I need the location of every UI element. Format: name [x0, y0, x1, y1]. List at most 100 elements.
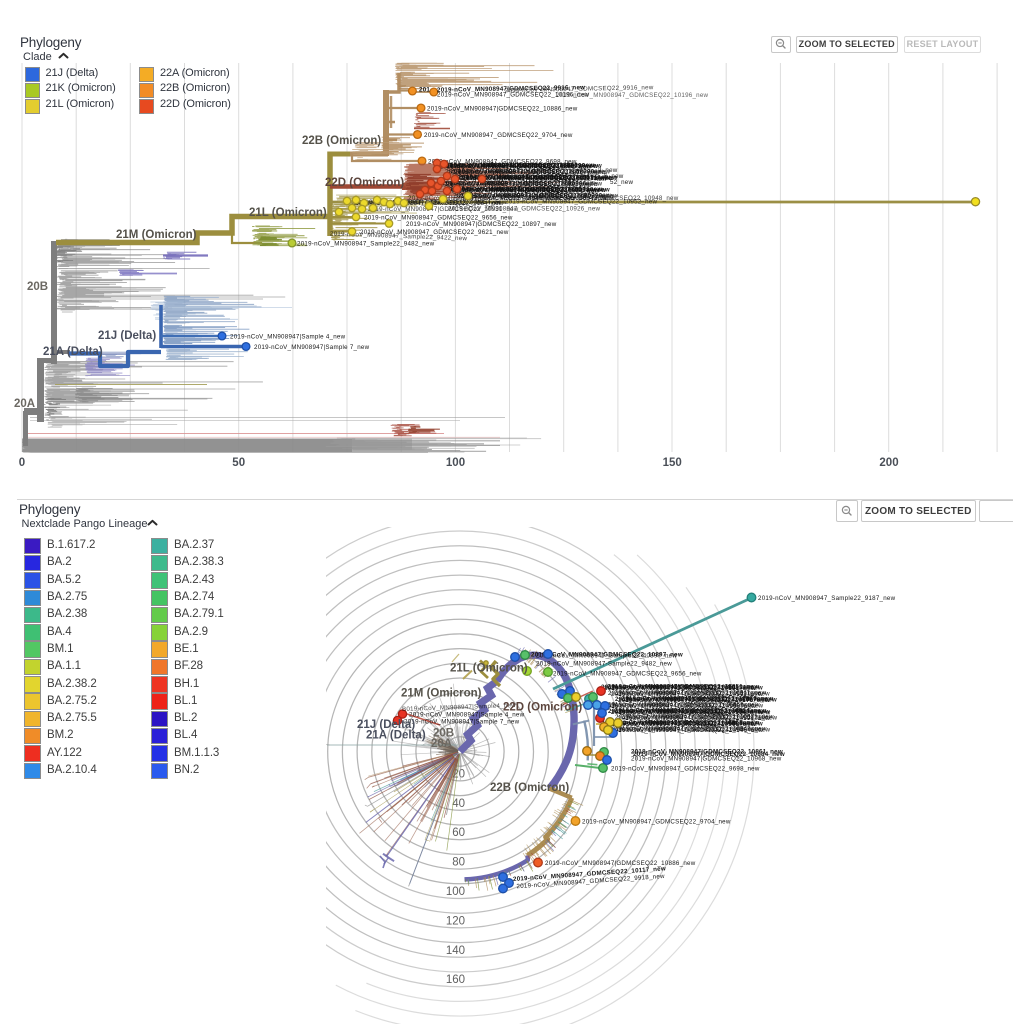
svg-text:200: 200: [879, 457, 898, 469]
svg-text:100: 100: [446, 886, 465, 898]
svg-text:2019-nCoV_MN908947_GDMCSEQ22_1: 2019-nCoV_MN908947_GDMCSEQ22_10952_new: [462, 193, 615, 200]
svg-text:21A (Delta): 21A (Delta): [366, 730, 426, 742]
svg-text:2019-nCoV_MN908947_GDMCSEQ22_9: 2019-nCoV_MN908947_GDMCSEQ22_9698_new: [428, 158, 577, 165]
svg-text:2019-nCoV_MN908947|GDMCSEQ22_1: 2019-nCoV_MN908947|GDMCSEQ22_10893_new: [450, 162, 602, 169]
svg-text:140: 140: [446, 945, 465, 957]
svg-text:2019-nCoV_MN908947_GDMCSEQ22_9: 2019-nCoV_MN908947_GDMCSEQ22_9916_new: [505, 84, 654, 94]
svg-text:B019-nCoV_MN908947|Sample4_new: B019-nCoV_MN908947|Sample4_new: [402, 702, 516, 713]
svg-text:21A (Delta): 21A (Delta): [43, 346, 103, 358]
svg-text:2019-nCoV_MN908947_GDMCSEQ22_1: 2019-nCoV_MN908947_GDMCSEQ22_10196_new: [556, 92, 709, 99]
svg-text:2019-nCoV_MN908947_GDMCSEQ22_1: 2019-nCoV_MN908947_GDMCSEQ22_10956_new: [601, 702, 754, 709]
svg-text:2019-nCoV_MN908947_GDMCSEQ22_1: 2019-nCoV_MN908947_GDMCSEQ22_10946_new: [608, 726, 761, 733]
svg-text:2019-nCoV_MN908947_Sample22_91: 2019-nCoV_MN908947_Sample22_9187_new: [758, 595, 896, 602]
svg-text:22D (Omicron): 22D (Omicron): [503, 702, 582, 714]
svg-text:2019-nCoV_MN908947|GDMCSEQ22_1: 2019-nCoV_MN908947|GDMCSEQ22_10870_new: [622, 695, 774, 702]
svg-text:2019-nCoV_MN908947|GDMCSEQ22_1: 2019-nCoV_MN908947|GDMCSEQ22_10968_new: [611, 720, 763, 727]
svg-text:2019-nCoV_MN908947|GDMCSEQ22_1: 2019-nCoV_MN908947|GDMCSEQ22_10931_new: [368, 206, 519, 213]
svg-text:2_new: 2_new: [598, 167, 618, 174]
svg-text:100: 100: [446, 457, 465, 469]
svg-text:2019-nCoV_MN908947_GDMCSEQ22_1: 2019-nCoV_MN908947_GDMCSEQ22_10870_new: [451, 168, 604, 175]
svg-text:2019-nCoV_MN908947|Sample 4_ne: 2019-nCoV_MN908947|Sample 4_new: [409, 711, 525, 718]
svg-text:2019-nCoV_MN908947_GDMCSEQ22_1: 2019-nCoV_MN908947_GDMCSEQ22_10870_new: [458, 168, 611, 175]
svg-text:40: 40: [452, 798, 465, 810]
svg-text:2019-nCoV_MN908947_GDMCSEQ22_1: 2019-nCoV_MN908947_GDMCSEQ22_10921_new: [625, 714, 778, 721]
svg-text:2019-nCoV_MN908947_GDMCSEQ22_1: 2019-nCoV_MN908947_GDMCSEQ22_10956_new: [446, 181, 599, 188]
svg-text:2019-nCoV_MN908947|GDMCSEQ22_1: 2019-nCoV_MN908947|GDMCSEQ22_10897_new: [531, 651, 683, 658]
svg-text:2019-nCoV_MN908947|GDMCSEQ22_1: 2019-nCoV_MN908947|GDMCSEQ22_10911_new: [462, 175, 614, 182]
svg-text:2019-nCoV_MN908947_GDMCSEQ22_1: 2019-nCoV_MN908947_GDMCSEQ22_10911_new: [618, 690, 770, 697]
svg-text:2019-nCoV_MN908947|GDMCSEQ22_1: 2019-nCoV_MN908947|GDMCSEQ22_10948_new: [528, 195, 679, 202]
svg-text:2019-nCoV_MN908947|GDMCSEQ22_1: 2019-nCoV_MN908947|GDMCSEQ22_10893_new: [446, 163, 598, 170]
svg-text:22B (Omicron): 22B (Omicron): [302, 135, 381, 147]
svg-text:2019-nCoV_MN908947_GDMCSEQ22_1: 2019-nCoV_MN908947_GDMCSEQ22_10956_new: [450, 180, 603, 187]
svg-text:2019-nCoV_MN908947|GDMCSEQ22_1: 2019-nCoV_MN908947|GDMCSEQ22_10948_new: [463, 195, 614, 202]
svg-text:2019-nCoV_MN908947|GDMCSEQ22_1: 2019-nCoV_MN908947|GDMCSEQ22_10934_new: [458, 186, 610, 193]
svg-text:2019-nCoV_MN908947|GDMCSEQ22_1: 2019-nCoV_MN908947|GDMCSEQ22_10893_new: [443, 162, 595, 169]
svg-text:2019-nCoV_MN908947_GDMCSEQ22_1: 2019-nCoV_MN908947_GDMCSEQ22_10952_new: [459, 192, 612, 199]
svg-text:2019-nCoV_MN908947|Sample 4_ne: 2019-nCoV_MN908947|Sample 4_new: [230, 333, 346, 340]
svg-text:2019-nCoV_MN908947_GDMCSEQ22_1: 2019-nCoV_MN908947_GDMCSEQ22_10911_new: [611, 691, 763, 698]
svg-text:2019-nCoV_MN908947|GDMCSEQ22_1: 2019-nCoV_MN908947|GDMCSEQ22_10948_new: [408, 195, 559, 202]
svg-text:2019-nCoV_MN908947_GDMCSEQ22_1: 2019-nCoV_MN908947_GDMCSEQ22_10921_new: [622, 713, 775, 720]
svg-text:2019-nCoV_MN908947_GDMCSEQ22_1: 2019-nCoV_MN908947_GDMCSEQ22_10952_new: [456, 193, 609, 200]
svg-text:2019-nCoV_MN908947_GDMCSEQ22_1: 2019-nCoV_MN908947_GDMCSEQ22_10870_new: [454, 169, 607, 176]
svg-text:2019-nCoV_MN908947_GDMCSEQ22_1: 2019-nCoV_MN908947_GDMCSEQ22_10956_new: [611, 702, 764, 709]
svg-text:2019-nCoV_MN908947_GDMCSEQ22_1: 2019-nCoV_MN908947_GDMCSEQ22_10196_new: [437, 92, 590, 99]
svg-text:2019-nCoV_MN908947|GDMCSEQ22_1: 2019-nCoV_MN908947|GDMCSEQ22_10851_new: [611, 684, 763, 691]
svg-text:2019-nCoV_MN908947|GDMCSEQ22_1: 2019-nCoV_MN908947|GDMCSEQ22_10886_new: [545, 860, 696, 867]
svg-text:2019-nCoV_MN908947_GDMCSEQ22_1: 2019-nCoV_MN908947_GDMCSEQ22_10946_new: [615, 725, 768, 732]
svg-text:2019-nCoV_MN908947_GDMCSEQ22_1: 2019-nCoV_MN908947_GDMCSEQ22_10870_new: [445, 169, 598, 176]
svg-text:2019-nCoV_MN908947_GDMCSEQ22_1: 2019-nCoV_MN908947_GDMCSEQ22_10952_new: [453, 193, 606, 200]
svg-text:2019-nCoV_MN908947_GDMCSEQ22_1: 2019-nCoV_MN908947_GDMCSEQ22_10921_new: [615, 714, 768, 721]
svg-text:2019-nCoV_MN908947|GDMCSEQ22_1: 2019-nCoV_MN908947|GDMCSEQ22_10870_new: [618, 697, 770, 704]
svg-text:2019-nCoV_MN908947|GDMCSEQ22_1: 2019-nCoV_MN908947|GDMCSEQ22_10851_new: [604, 685, 756, 692]
svg-text:2019-nCoV_MN908947_GDMCSEQ22_1: 2019-nCoV_MN908947_GDMCSEQ22_10926_new: [448, 206, 601, 213]
svg-text:20B: 20B: [433, 728, 454, 740]
svg-text:2019-nCoV_MN908947_GDMCSEQ22_9: 2019-nCoV_MN908947_GDMCSEQ22_9704_new: [424, 132, 573, 139]
svg-text:2019-nCoV_MN908947|GDMCSEQ22_1: 2019-nCoV_MN908947|GDMCSEQ22_10893_new: [440, 163, 592, 170]
svg-text:2019-nCoV_MN908947_GDMCSEQ22_1: 2019-nCoV_MN908947_GDMCSEQ22_10956_new: [443, 180, 596, 187]
svg-text:22D (Omicron): 22D (Omicron): [325, 177, 404, 189]
svg-text:2019-nCoV_MN908947|GDMCSEQ22_1: 2019-nCoV_MN908947|GDMCSEQ22_10911_new: [466, 174, 618, 181]
svg-text:2019-nCoV_MN908947_GDMCSEQ22_9: 2019-nCoV_MN908947_GDMCSEQ22_9698_new: [611, 765, 760, 772]
svg-text:2019-nCoV_MN908947|GDMCSEQ22_1: 2019-nCoV_MN908947|GDMCSEQ22_10911_new: [453, 175, 605, 182]
svg-text:2019-nCoV_MN908947|GDMCSEQ22_1: 2019-nCoV_MN908947|GDMCSEQ22_10934_new: [454, 187, 606, 194]
svg-text:2019-nCoV_MN908947_GDMCSEQ22_1: 2019-nCoV_MN908947_GDMCSEQ22_10946_new: [618, 726, 771, 733]
svg-text:2019-nCoV_MN908947-Sample22_94: 2019-nCoV_MN908947-Sample22_9482_new: [536, 661, 672, 668]
svg-text:2019-nCoV_MN908947|GDMCSEQ22_1: 2019-nCoV_MN908947|GDMCSEQ22_10870_new: [625, 696, 777, 703]
svg-text:2019-nCoV_MN908947_GDMCSEQ22_9: 2019-nCoV_MN908947_GDMCSEQ22_9704_new: [582, 818, 731, 825]
svg-text:6_new: 6_new: [604, 173, 624, 180]
svg-text:2019-nCoV_MN908947_GDMCSEQ22_1: 2019-nCoV_MN908947_GDMCSEQ22_10911_new: [615, 689, 767, 696]
svg-text:2019-nCoV_MN908947|GDMCSEQ22_1: 2019-nCoV_MN908947|GDMCSEQ22_10934_new: [448, 187, 600, 194]
svg-text:2019-nCoV_MN908947|GDMCSEQ22_1: 2019-nCoV_MN908947|GDMCSEQ22_10893_new: [437, 163, 589, 170]
svg-text:2019-nCoV_MN908947_GDMCSEQ22_9: 2019-nCoV_MN908947_GDMCSEQ22_9656_new: [364, 214, 513, 221]
svg-text:2019-nCoV_MN908947|GDMCSEQ22_1: 2019-nCoV_MN908947|GDMCSEQ22_10851_new: [601, 684, 753, 691]
svg-text:0: 0: [19, 457, 25, 469]
svg-text:2019-nCoV_MN908947|GDMCSEQ22_1: 2019-nCoV_MN908947|GDMCSEQ22_10911_new: [459, 174, 611, 181]
svg-text:2019-nCoV_MN908947_GDMCSEQ22_9: 2019-nCoV_MN908947_GDMCSEQ22_9656_new: [553, 671, 702, 678]
svg-text:160: 160: [446, 974, 465, 986]
svg-text:2019-nCoV_MN908947_GDMCSEQ22_1: 2019-nCoV_MN908947_GDMCSEQ22_10952_new: [466, 192, 619, 199]
svg-text:2019-nCoV_MN908947_GDMCSEQ22_1: 2019-nCoV_MN908947_GDMCSEQ22_10911_new: [608, 690, 760, 697]
svg-text:21J (Delta): 21J (Delta): [357, 719, 415, 731]
svg-text:2019-nCoV_MN908947|GDMCSEQ22_1: 2019-nCoV_MN908947|GDMCSEQ22_10968_new: [604, 721, 756, 728]
svg-text:120: 120: [446, 915, 465, 927]
svg-text:20A: 20A: [14, 398, 35, 410]
svg-text:60: 60: [452, 827, 465, 839]
svg-text:2019-nCoV_MN908947|GDMCSEQ22_1: 2019-nCoV_MN908947|GDMCSEQ22_10886_new: [427, 105, 578, 112]
svg-text:2019-nCoV_MN908947|GDMCSEQ22_1: 2019-nCoV_MN908947|GDMCSEQ22_10934_new: [451, 186, 603, 193]
svg-text:2019-nCoV_MN908947|GDMCSEQ22_1: 2019-nCoV_MN908947|GDMCSEQ22_10897_new: [406, 221, 557, 228]
svg-text:2019-nCoV_MN908947|GDMCSEQ22_9: 2019-nCoV_MN908947|GDMCSEQ22_9916_new: [437, 84, 585, 94]
svg-text:50: 50: [232, 457, 245, 469]
svg-text:52_new: 52_new: [610, 179, 633, 186]
svg-text:2018-nCoV_MN908947|GDMCSEQ22_1: 2018-nCoV_MN908947|GDMCSEQ22_10861_new: [631, 748, 783, 755]
svg-text:2019-nCoV_MN908947_GDMCSEQ22_1: 2019-nCoV_MN908947_GDMCSEQ22_10956_new: [604, 703, 757, 710]
svg-text:2019-nCoV_MN908947_GDMCSEQ22_1: 2019-nCoV_MN908947_GDMCSEQ22_10952_new: [505, 199, 658, 206]
svg-text:2019-nCoV_MN908947|GDMCSEQ22_1: 2019-nCoV_MN908947|GDMCSEQ22_10968_new: [631, 755, 782, 762]
svg-text:2019-nCoV_MN908947_Sample22_94: 2019-nCoV_MN908947_Sample22_9482_new: [297, 240, 435, 247]
svg-text:21L (Omicron): 21L (Omicron): [249, 207, 327, 219]
svg-text:2019-nCoV_MN908947_GDMCSEQ22_1: 2019-nCoV_MN908947_GDMCSEQ22_10956_new: [440, 181, 593, 188]
svg-text:21L (Omicron): 21L (Omicron): [450, 663, 528, 675]
svg-text:2019-nCoV_MN908947|GDMCSEQ22_1: 2019-nCoV_MN908947|GDMCSEQ22_10934_new: [608, 708, 760, 715]
svg-text:2019-nCoV_MN908947_GDMCSEQ22_1: 2019-nCoV_MN908947_GDMCSEQ22_10956_new: [608, 701, 761, 708]
